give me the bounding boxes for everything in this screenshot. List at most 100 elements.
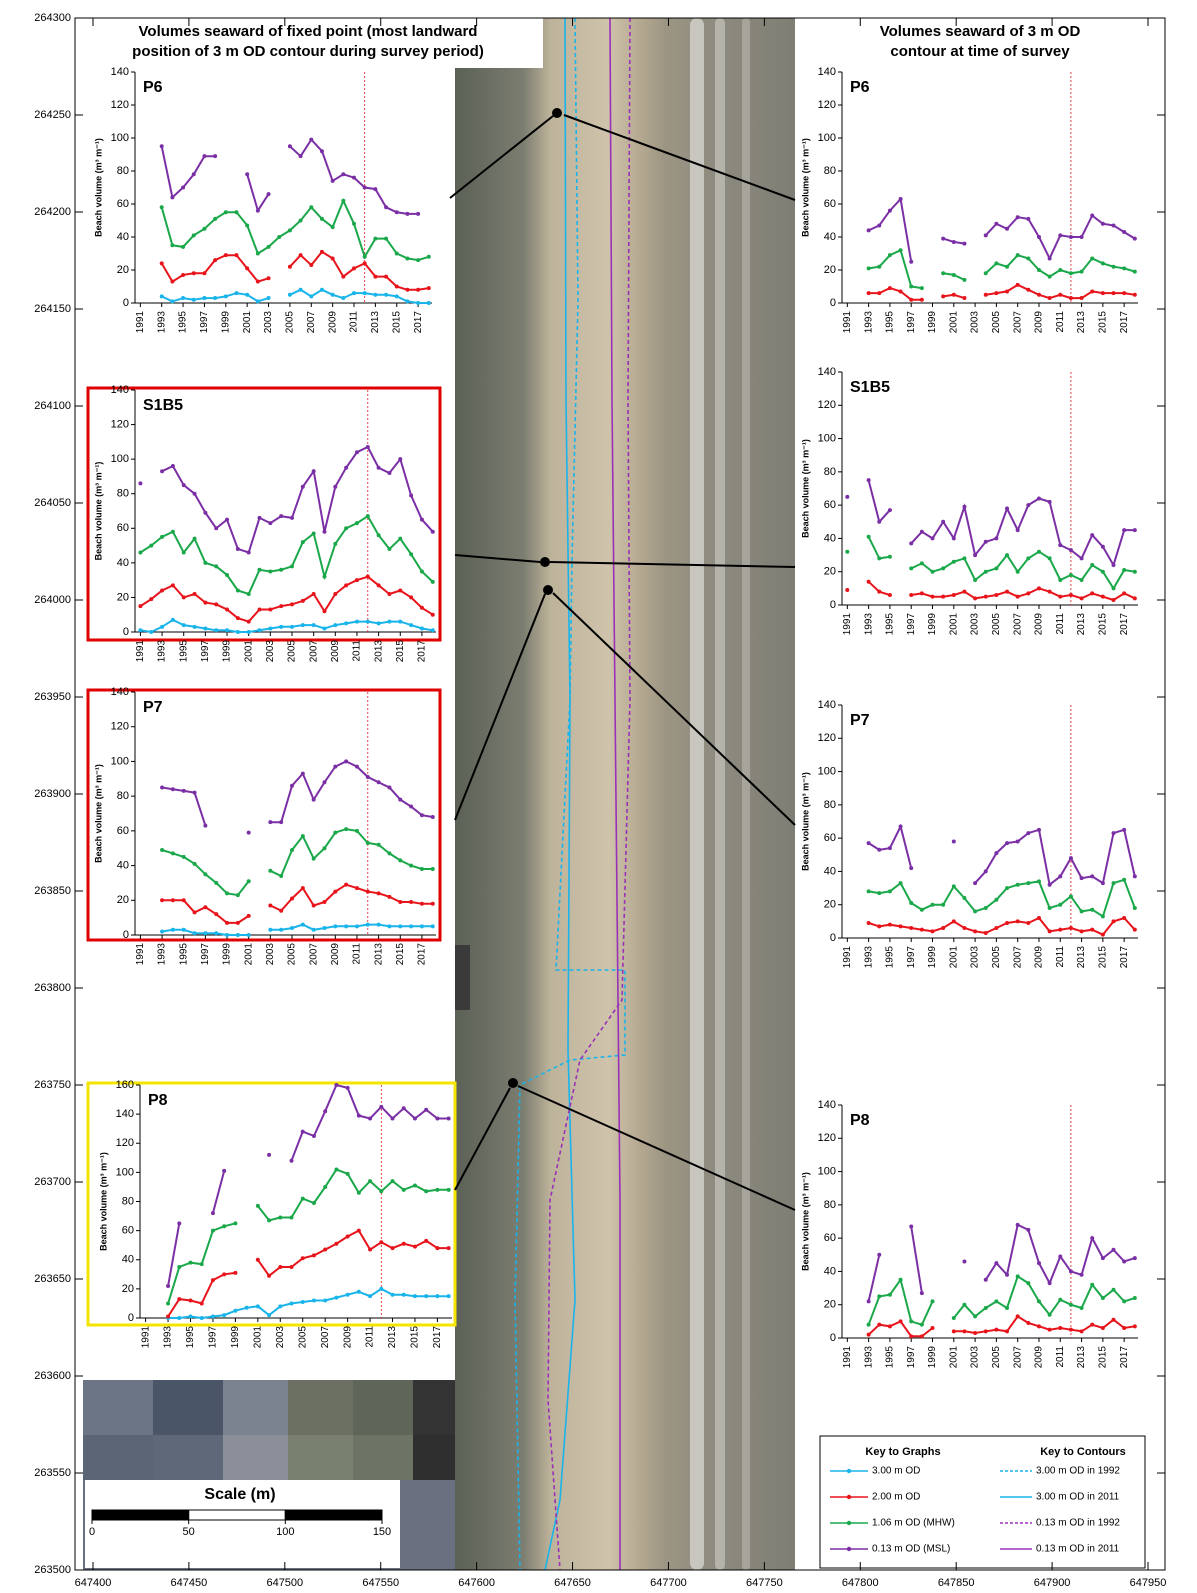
data-point <box>213 258 218 263</box>
data-point <box>405 256 410 261</box>
heading: Volumes seaward of 3 m OD <box>880 23 1081 40</box>
chart-label: S1B5 <box>143 397 183 414</box>
data-point <box>1005 1272 1010 1277</box>
data-point <box>1015 919 1020 924</box>
data-point <box>1058 874 1063 879</box>
y-tick-label: 264250 <box>34 109 71 121</box>
heading: contour at time of survey <box>890 43 1070 60</box>
data-point <box>149 597 154 602</box>
data-point <box>1058 1297 1063 1302</box>
data-point <box>1047 906 1052 911</box>
data-point <box>930 902 935 907</box>
series-line <box>139 514 434 596</box>
chart-label: P7 <box>143 699 163 716</box>
data-point <box>398 619 403 624</box>
data-point <box>430 901 435 906</box>
data-point <box>376 891 381 896</box>
data-point <box>1132 528 1137 533</box>
y-tick-label: 140 <box>111 686 129 698</box>
data-point <box>994 1299 999 1304</box>
data-point <box>225 517 230 522</box>
data-point <box>898 1277 903 1282</box>
data-point <box>1047 589 1052 594</box>
data-point <box>268 569 273 574</box>
data-point <box>267 1273 272 1278</box>
data-point <box>309 137 314 142</box>
data-point <box>214 880 219 885</box>
data-point <box>1111 291 1116 296</box>
data-point <box>311 531 316 536</box>
x-tick-label: 1993 <box>863 946 874 969</box>
data-point <box>435 1246 440 1251</box>
data-point <box>1058 902 1063 907</box>
x-tick-label: 2003 <box>970 946 981 969</box>
chart-frame <box>86 1081 457 1327</box>
data-point <box>877 556 882 561</box>
legend-label: 1.06 m OD (MHW) <box>872 1518 955 1529</box>
data-point <box>322 609 327 614</box>
data-point <box>202 296 207 301</box>
data-point <box>1111 881 1116 886</box>
x-tick-label: 1995 <box>185 1326 196 1349</box>
y-tick-label: 40 <box>824 532 836 544</box>
data-point <box>365 574 370 579</box>
x-tick-label: 2007 <box>308 640 319 663</box>
data-point <box>268 820 273 825</box>
legend-label: 3.00 m OD in 2011 <box>1036 1492 1120 1503</box>
data-point <box>354 828 359 833</box>
x-tick-label: 2007 <box>1012 311 1023 334</box>
contour <box>547 17 631 1571</box>
data-point <box>898 824 903 829</box>
data-point <box>344 465 349 470</box>
x-tick-label: 1995 <box>885 311 896 334</box>
x-tick-label: 1991 <box>842 613 853 636</box>
chart-label: P8 <box>148 1092 168 1109</box>
data-point <box>909 284 914 289</box>
data-point <box>909 1334 914 1339</box>
data-point <box>919 907 924 912</box>
data-point <box>887 208 892 213</box>
data-point <box>1036 1299 1041 1304</box>
data-point <box>1058 233 1063 238</box>
data-point <box>941 519 946 524</box>
data-point <box>1122 827 1127 832</box>
data-point <box>409 493 414 498</box>
data-point <box>962 556 967 561</box>
y-tick-label: 140 <box>111 384 129 396</box>
data-point <box>1111 831 1116 836</box>
data-point <box>257 628 262 633</box>
y-axis-label: Beach volume (m³ m⁻¹) <box>800 138 810 237</box>
data-point <box>390 1179 395 1184</box>
x-tick-label: 2013 <box>370 311 381 334</box>
data-point <box>354 450 359 455</box>
x-tick-label: 1997 <box>906 311 917 334</box>
legend-label: 3.00 m OD in 1992 <box>1036 1466 1120 1477</box>
data-point <box>160 898 165 903</box>
x-tick-label: 2001 <box>252 1326 263 1349</box>
data-point <box>409 552 414 557</box>
x-tick-label: 1995 <box>178 640 189 663</box>
data-point <box>376 621 381 626</box>
data-point <box>1058 1254 1063 1259</box>
data-point <box>192 861 197 866</box>
data-point <box>311 591 316 596</box>
data-point <box>1036 292 1041 297</box>
data-point <box>177 1297 182 1302</box>
data-point <box>1047 556 1052 561</box>
y-tick-label: 140 <box>818 66 836 78</box>
x-tick-label: 1999 <box>927 613 938 636</box>
data-point <box>898 881 903 886</box>
data-point <box>930 1326 935 1331</box>
data-point <box>368 1116 373 1121</box>
data-point <box>983 569 988 574</box>
data-point <box>866 478 871 483</box>
y-tick-label: 160 <box>116 1079 134 1091</box>
y-tick-label: 80 <box>824 799 836 811</box>
data-point <box>177 1221 182 1226</box>
data-point <box>192 790 197 795</box>
data-point <box>1111 1317 1116 1322</box>
data-point <box>1026 1321 1031 1326</box>
data-point <box>1132 269 1137 274</box>
x-tick-label: 1995 <box>885 613 896 636</box>
data-point <box>235 616 240 621</box>
